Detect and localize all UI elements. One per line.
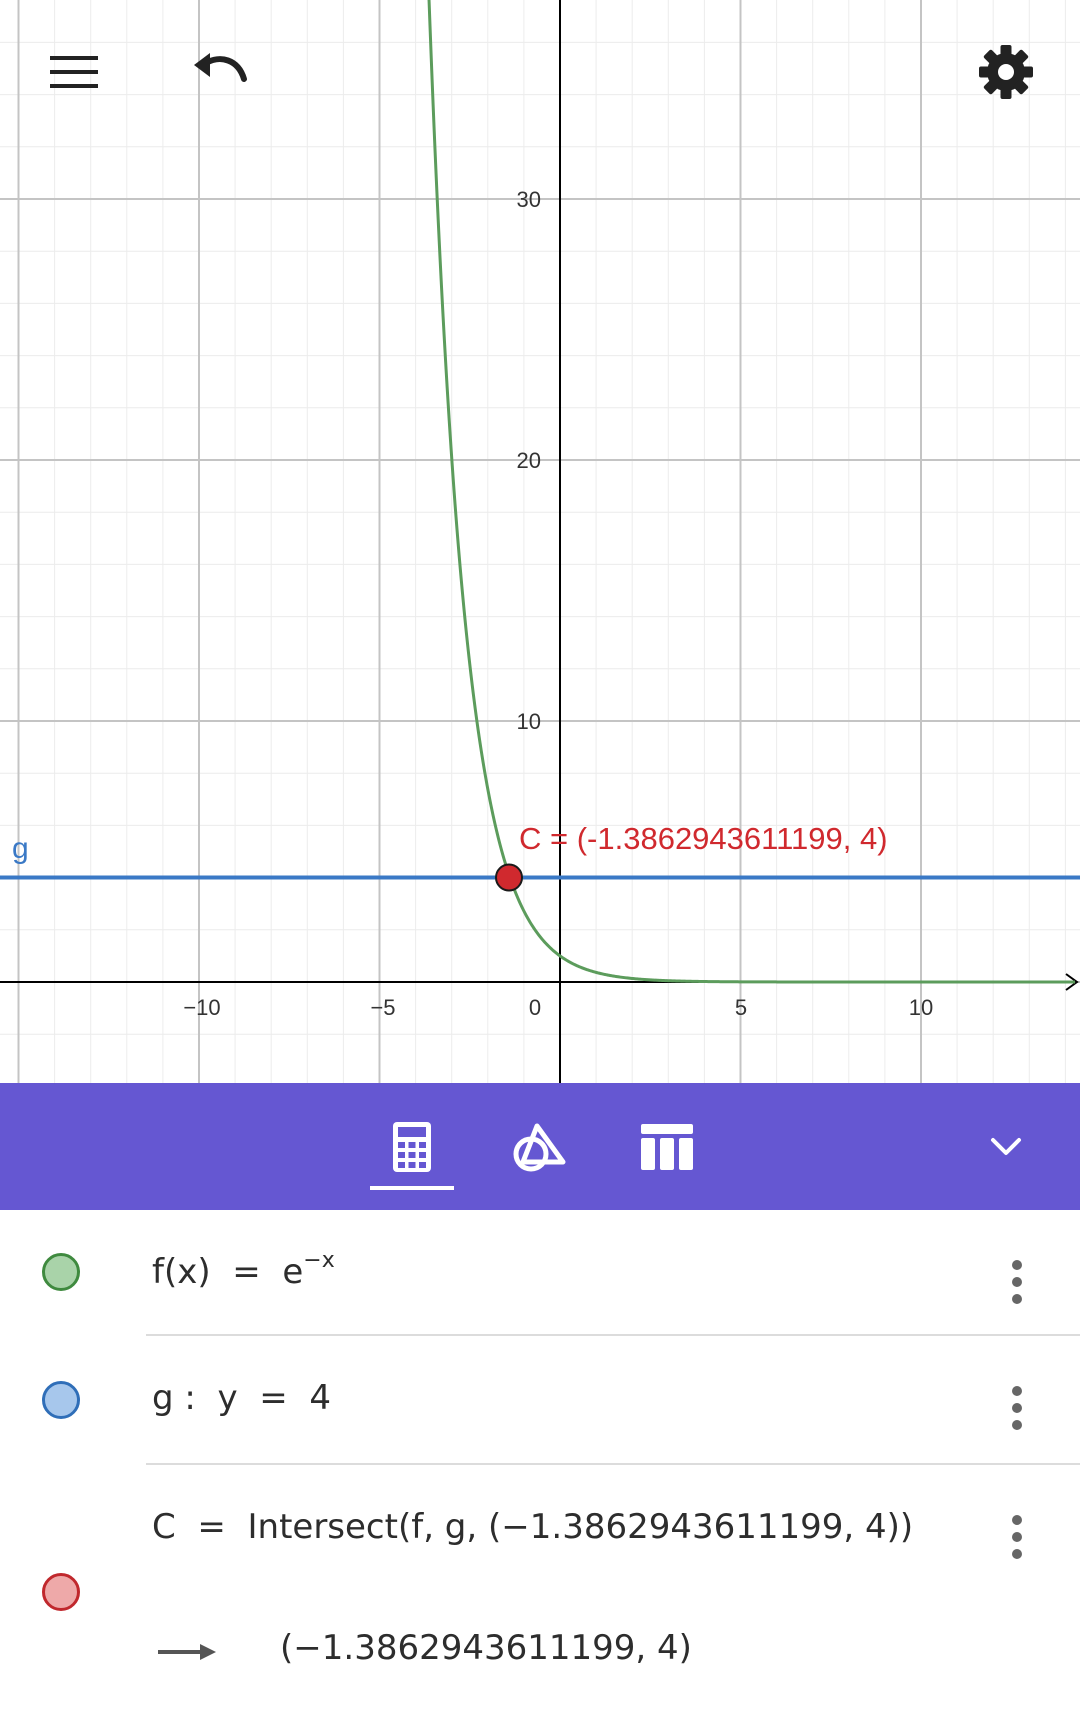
- settings-button[interactable]: [968, 34, 1044, 110]
- more-options-button[interactable]: [1000, 1378, 1034, 1438]
- row-divider: [146, 1463, 1080, 1465]
- x-tick-label: 5: [735, 995, 747, 1020]
- table-icon: [641, 1123, 693, 1170]
- algebra-row-g[interactable]: g : y = 4: [0, 1336, 1080, 1464]
- equals-sign: =: [259, 1378, 288, 1418]
- undo-icon: [194, 53, 247, 82]
- x-tick-label: 0: [529, 995, 541, 1020]
- equals-sign: =: [232, 1252, 261, 1292]
- tab-tools[interactable]: [498, 1083, 582, 1210]
- tab-algebra[interactable]: [370, 1083, 454, 1210]
- row-divider: [146, 1334, 1080, 1336]
- menu-icon: [50, 56, 98, 88]
- dot-icon: [1012, 1294, 1022, 1304]
- calculator-icon: [393, 1121, 431, 1172]
- dot-icon: [1012, 1532, 1022, 1542]
- function-name: f(x): [152, 1252, 211, 1292]
- undo-button[interactable]: [182, 38, 258, 106]
- x-tick-label: −10: [183, 995, 220, 1020]
- dot-icon: [1012, 1515, 1022, 1525]
- computed-value-c: (−1.3862943611199, 4): [280, 1628, 692, 1668]
- object-name: g :: [152, 1378, 196, 1418]
- arrow-right-icon: [158, 1644, 216, 1660]
- dot-icon: [1012, 1386, 1022, 1396]
- active-tab-indicator: [370, 1186, 454, 1190]
- y-tick-label: 30: [517, 187, 541, 212]
- algebra-view: f(x) = e−x g : y = 4 C = Intersect(f, g,…: [0, 1210, 1080, 1715]
- base: e: [282, 1252, 304, 1292]
- chevron-down-icon: [991, 1137, 1021, 1155]
- visibility-toggle-f[interactable]: [42, 1253, 80, 1291]
- visibility-toggle-g[interactable]: [42, 1381, 80, 1419]
- axes: [0, 0, 1079, 1083]
- lhs: y: [217, 1378, 238, 1418]
- object-name: C: [152, 1507, 176, 1547]
- menu-button[interactable]: [38, 38, 110, 106]
- more-options-button[interactable]: [1000, 1507, 1034, 1567]
- dot-icon: [1012, 1403, 1022, 1413]
- line-g-label: g: [12, 832, 29, 865]
- tick-labels: −10 −5 0 5 10 10 20 30: [183, 187, 933, 1020]
- point-c-label: C = (-1.3862943611199, 4): [519, 821, 888, 856]
- y-tick-label: 20: [517, 448, 541, 473]
- definition: Intersect(f, g, (−1.3862943611199, 4)): [247, 1507, 914, 1547]
- dot-icon: [1012, 1260, 1022, 1270]
- exponent: −x: [303, 1248, 335, 1273]
- x-axis-arrow: [1065, 973, 1079, 991]
- point-c[interactable]: [495, 863, 523, 892]
- curve-f[interactable]: [427, 0, 1075, 984]
- graphing-canvas[interactable]: −10 −5 0 5 10 10 20 30 g C = (-1.3862943…: [0, 0, 1080, 1083]
- algebra-row-c[interactable]: C = Intersect(f, g, (−1.3862943611199, 4…: [0, 1465, 1080, 1715]
- tab-table[interactable]: [625, 1083, 709, 1210]
- rhs: 4: [309, 1378, 331, 1418]
- x-tick-label: −5: [370, 995, 395, 1020]
- expression-f[interactable]: f(x) = e−x: [152, 1248, 335, 1292]
- dot-icon: [1012, 1277, 1022, 1287]
- collapse-button[interactable]: [980, 1083, 1032, 1210]
- major-grid: [0, 0, 1080, 1083]
- equals-sign: =: [197, 1507, 226, 1547]
- more-options-button[interactable]: [1000, 1252, 1034, 1312]
- x-tick-label: 10: [909, 995, 933, 1020]
- expression-c[interactable]: C = Intersect(f, g, (−1.3862943611199, 4…: [152, 1507, 913, 1547]
- shapes-icon: [513, 1123, 566, 1171]
- expression-g[interactable]: g : y = 4: [152, 1378, 331, 1418]
- minor-grid: [0, 0, 1080, 1083]
- gear-icon: [979, 45, 1033, 99]
- visibility-toggle-c[interactable]: [42, 1573, 80, 1611]
- y-tick-label: 10: [517, 709, 541, 734]
- dot-icon: [1012, 1420, 1022, 1430]
- dot-icon: [1012, 1549, 1022, 1559]
- view-toolbar: [0, 1083, 1080, 1210]
- algebra-row-f[interactable]: f(x) = e−x: [0, 1210, 1080, 1335]
